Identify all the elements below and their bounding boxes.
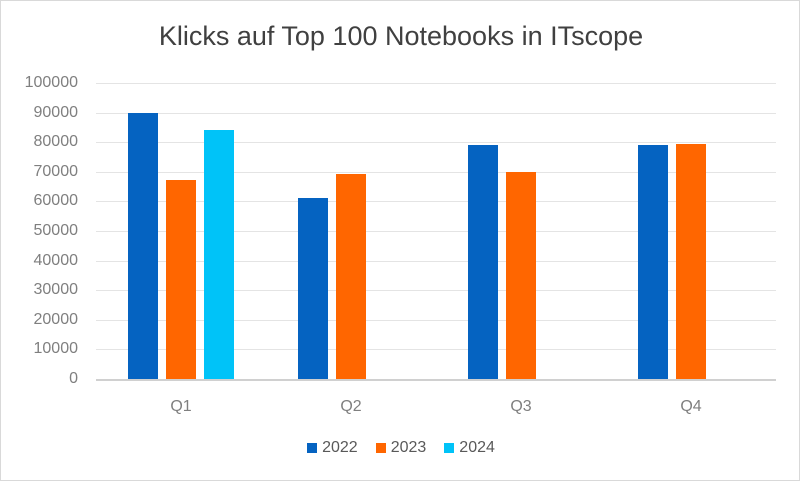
x-tick-label: Q3 [510,398,532,415]
y-tick-label: 80000 [33,133,79,150]
bar-q1-2024 [204,130,234,379]
gridline [96,231,776,232]
gridline [96,113,776,114]
gridline [96,172,776,173]
gridline [96,290,776,291]
gridline [96,261,776,262]
y-tick-label: 20000 [33,311,79,328]
legend-label: 2022 [322,439,358,456]
legend-swatch-2024 [444,443,455,453]
y-tick-label: 60000 [33,192,79,209]
bar-q3-2022 [468,145,498,379]
y-tick-label: 100000 [24,74,78,91]
legend-swatch-2022 [307,443,318,453]
y-tick-label: 40000 [33,252,79,269]
legend-item-2023: 2023 [375,439,427,457]
bar-q4-2022 [638,145,668,379]
bar-q3-2023 [506,172,536,379]
chart-title: Klicks auf Top 100 Notebooks in ITscope [158,21,644,51]
x-tick-label: Q1 [170,398,192,415]
y-tick-label: 50000 [33,222,79,239]
bar-q2-2022 [298,198,328,379]
legend-item-2024: 2024 [444,439,495,457]
bar-q4-2023 [676,144,706,379]
y-tick-label: 10000 [33,340,79,357]
y-tick-label: 90000 [33,104,79,121]
legend: 2022 2023 2024 [1,439,800,457]
gridline [96,83,776,84]
bar-q1-2022 [128,113,158,379]
bar-q1-2023 [166,180,196,379]
y-tick-label: 0 [69,370,78,387]
y-tick-label: 70000 [33,163,79,180]
gridline [96,349,776,350]
gridline [96,201,776,202]
legend-item-2022: 2022 [307,439,358,457]
gridline [96,142,776,143]
x-axis-line [96,379,776,381]
legend-label: 2023 [390,439,427,456]
x-tick-label: Q2 [340,398,362,415]
bar-q2-2023 [336,174,366,379]
y-tick-label: 30000 [33,281,79,298]
x-tick-label: Q4 [680,398,702,415]
legend-label: 2024 [459,439,495,456]
legend-swatch-2023 [375,443,386,453]
gridline [96,320,776,321]
